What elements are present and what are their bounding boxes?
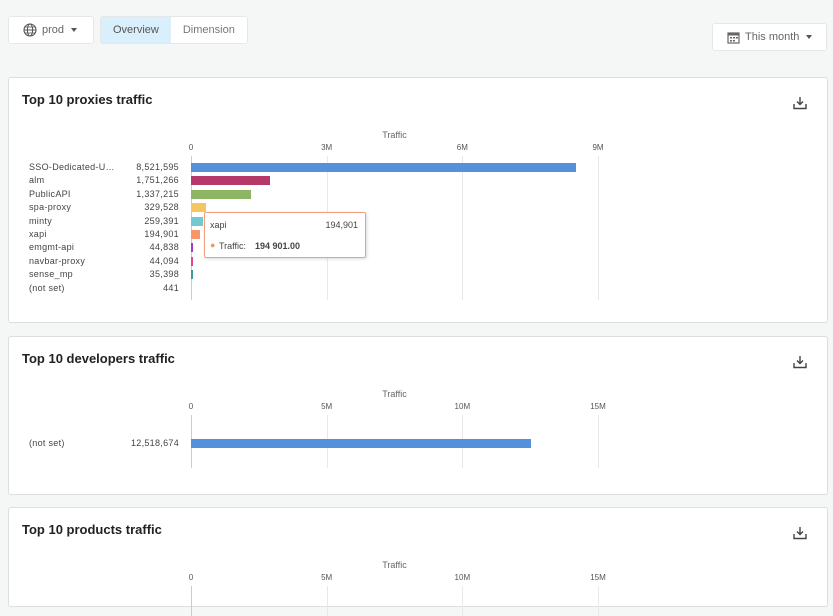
date-range-dropdown[interactable]: This month [712,23,827,51]
view-tabs: Overview Dimension [100,16,248,44]
axis-tick-label: 15M [590,573,606,582]
environment-dropdown[interactable]: prod [8,16,94,44]
bar[interactable] [191,243,194,253]
row-label: navbar-proxy [29,255,86,266]
axis-tick-label: 3M [321,143,333,152]
bar[interactable] [191,203,206,213]
calendar-icon [727,31,740,44]
chart-tooltip: xapi 194,901 ● Traffic: 194 901.00 [204,212,366,258]
axis-tick-label: 6M [456,143,468,152]
row-value: 329,528 [144,202,179,213]
row-label: sense_mp [29,269,73,280]
download-icon[interactable] [793,355,807,369]
gridline [191,156,192,300]
row-value: 1,751,266 [136,175,179,186]
tooltip-name: xapi [210,220,227,230]
row-value: 12,518,674 [130,438,179,448]
row-label: spa-proxy [29,202,72,213]
axis-tick-label: 15M [590,402,606,411]
axis-tick-label: 0 [188,573,194,582]
gridline [462,586,464,616]
row-label: xapi [29,229,47,239]
developers-traffic-panel: Top 10 developers traffic Traffic 0 5M 10M 1… [8,336,828,495]
axis-tick-label: 5M [321,573,333,582]
tooltip-value: 194,901 [325,220,358,230]
row-label: SSO-Dedicated-U… [29,162,115,172]
gridline [462,156,464,300]
date-range-label: This month [745,31,800,43]
environment-label: prod [42,24,65,36]
bar[interactable] [191,439,531,448]
chevron-down-icon [71,28,78,32]
bar[interactable] [191,216,203,226]
tooltip-series: Traffic: [219,241,247,251]
gridline [326,586,328,616]
download-icon[interactable] [793,526,807,540]
row-value: 8,521,595 [136,162,179,172]
series-dot-icon: ● [210,240,216,250]
row-value: 44,838 [149,242,179,253]
globe-icon [23,23,37,37]
axis-title: Traffic [382,130,407,140]
row-label: PublicAPI [29,188,71,199]
bar[interactable] [191,270,193,280]
axis-tick-label: 5M [321,402,333,411]
gridline [191,586,192,616]
row-label: emgmt-api [29,242,75,253]
row-value: 441 [163,282,179,293]
row-label: minty [29,215,53,226]
row-label: alm [29,175,45,186]
axis-tick-label: 10M [454,573,471,582]
row-label: (not set) [29,282,65,293]
gridline [598,156,599,300]
bar[interactable] [191,256,193,266]
row-value: 44,094 [149,255,179,266]
axis-tick-label: 0 [188,402,194,411]
row-value: 35,398 [149,269,179,280]
gridline [598,415,599,469]
axis-tick-label: 9M [592,143,604,152]
tab-dimension[interactable]: Dimension [182,24,235,36]
axis-tick-label: 10M [454,402,471,411]
row-value: 259,391 [144,215,179,226]
bar[interactable] [191,189,252,199]
chevron-down-icon [806,35,813,39]
row-value: 194,901 [144,229,179,239]
bar[interactable] [191,163,577,172]
products-traffic-panel: Top 10 products traffic Traffic 0 5M 10M 15M [8,507,828,616]
bar[interactable] [191,176,271,186]
proxies-traffic-panel: Top 10 proxies traffic Traffic 0 3M 6M 9M SSO… [8,77,828,323]
panel-title: Top 10 developers traffic [22,351,175,366]
panel-title: Top 10 proxies traffic [22,92,153,107]
axis-title: Traffic [382,389,407,399]
bar[interactable] [191,230,200,239]
row-value: 1,337,215 [136,188,179,199]
panel-title: Top 10 products traffic [22,522,162,537]
download-icon[interactable] [793,96,807,110]
axis-title: Traffic [382,560,407,570]
row-label: (not set) [29,438,65,448]
tab-overview[interactable]: Overview [101,17,171,43]
axis-tick-label: 0 [188,143,194,152]
gridline [598,586,599,616]
tooltip-series-value: 194 901.00 [255,241,301,251]
